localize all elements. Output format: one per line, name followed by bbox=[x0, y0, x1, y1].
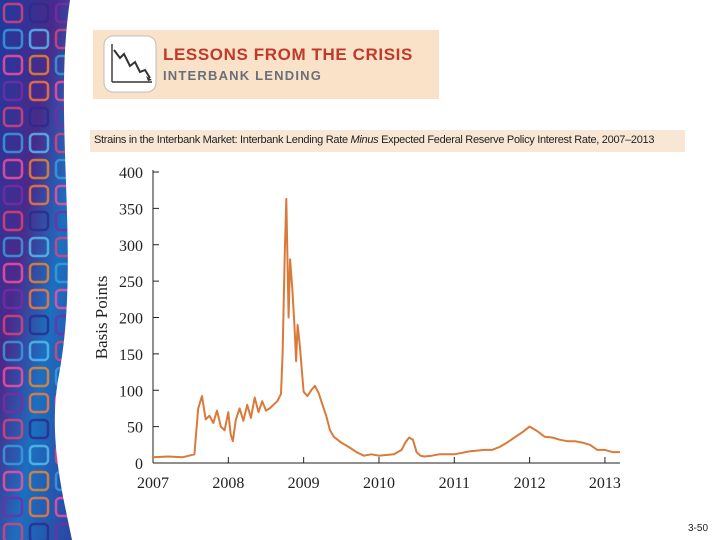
x-tick-label: 2010 bbox=[363, 475, 395, 492]
x-tick-label: 2012 bbox=[514, 475, 546, 492]
slide-number: 3-50 bbox=[687, 523, 708, 534]
y-tick-label: 200 bbox=[119, 311, 143, 328]
chart-title-suffix: Expected Federal Reserve Policy Interest… bbox=[378, 134, 655, 146]
lesson-banner: LESSONS FROM THE CRISIS INTERBANK LENDIN… bbox=[93, 30, 439, 99]
x-tick-label: 2007 bbox=[137, 475, 169, 492]
banner-title: LESSONS FROM THE CRISIS bbox=[163, 45, 413, 64]
banner-subtitle: INTERBANK LENDING bbox=[163, 68, 323, 83]
y-tick-label: 100 bbox=[119, 383, 143, 400]
series-line bbox=[152, 197, 620, 459]
decorative-mosaic-strip bbox=[0, 0, 80, 540]
declining-chart-icon bbox=[103, 35, 157, 93]
chart-title-bar: Strains in the Interbank Market: Interba… bbox=[90, 130, 685, 152]
y-tick-label: 300 bbox=[119, 238, 143, 255]
y-tick-label: 50 bbox=[127, 420, 143, 437]
chart-title: Strains in the Interbank Market: Interba… bbox=[94, 134, 654, 146]
x-tick-label: 2009 bbox=[288, 475, 320, 492]
y-tick-label: 350 bbox=[119, 201, 143, 218]
x-tick-label: 2013 bbox=[589, 475, 621, 492]
y-tick-label: 150 bbox=[119, 347, 143, 364]
y-tick-label: 400 bbox=[119, 165, 143, 182]
y-axis-label: Basis Points bbox=[92, 276, 111, 360]
y-tick-label: 0 bbox=[135, 456, 143, 473]
x-tick-label: 2008 bbox=[212, 475, 244, 492]
chart-title-emphasis: Minus bbox=[350, 134, 379, 146]
x-tick-label: 2011 bbox=[439, 475, 470, 492]
y-tick-label: 250 bbox=[119, 274, 143, 291]
chart-title-prefix: Strains in the Interbank Market: Interba… bbox=[94, 134, 351, 146]
